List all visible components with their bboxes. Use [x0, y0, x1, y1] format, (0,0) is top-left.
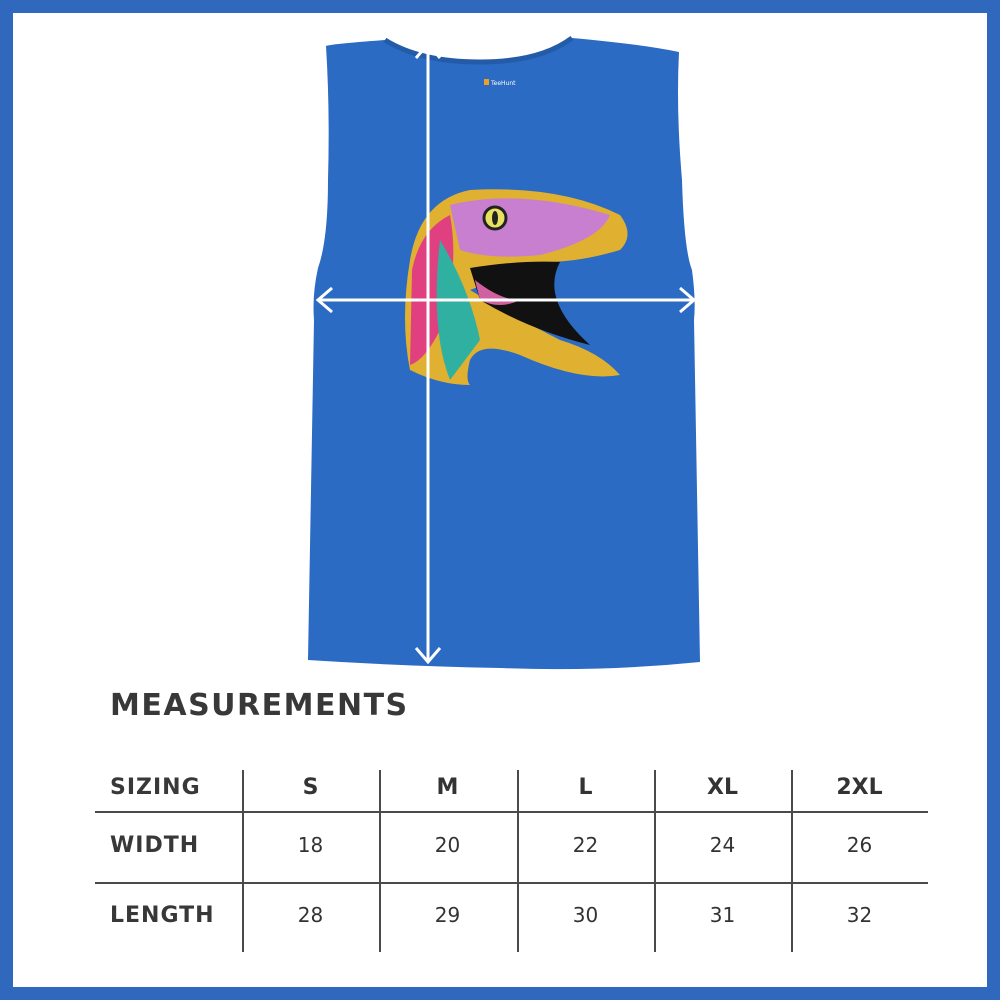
header-size-m: M — [436, 775, 459, 800]
svg-text:TeeHunt: TeeHunt — [490, 80, 516, 87]
length-xl: 31 — [709, 903, 736, 927]
length-m: 29 — [434, 903, 461, 927]
row-label-width: WIDTH — [110, 833, 200, 858]
width-m: 20 — [434, 833, 461, 857]
tank-top-body — [308, 38, 700, 670]
row-label-length: LENGTH — [110, 903, 215, 928]
table-divider — [654, 770, 656, 952]
width-2xl: 26 — [846, 833, 873, 857]
vertical-length-arrow — [414, 41, 442, 665]
header-size-l: L — [578, 775, 593, 800]
tank-top-image: TeeHunt — [308, 35, 700, 670]
header-size-2xl: 2XL — [836, 775, 883, 800]
size-chart-table: SIZING S M L XL 2XL WIDTH 18 20 22 24 26… — [95, 770, 928, 952]
width-l: 22 — [572, 833, 599, 857]
table-divider — [517, 770, 519, 952]
width-xl: 24 — [709, 833, 736, 857]
table-divider — [95, 811, 928, 813]
header-size-xl: XL — [707, 775, 738, 800]
teehunt-logo: TeeHunt — [484, 79, 516, 87]
table-divider — [95, 882, 928, 884]
header-sizing: SIZING — [110, 775, 201, 800]
table-divider — [242, 770, 244, 952]
header-size-s: S — [302, 775, 319, 800]
length-2xl: 32 — [846, 903, 873, 927]
measurements-heading: MEASUREMENTS — [110, 688, 409, 723]
width-s: 18 — [297, 833, 324, 857]
length-l: 30 — [572, 903, 599, 927]
horizontal-width-arrow — [315, 286, 697, 314]
length-s: 28 — [297, 903, 324, 927]
table-divider — [791, 770, 793, 952]
table-divider — [379, 770, 381, 952]
